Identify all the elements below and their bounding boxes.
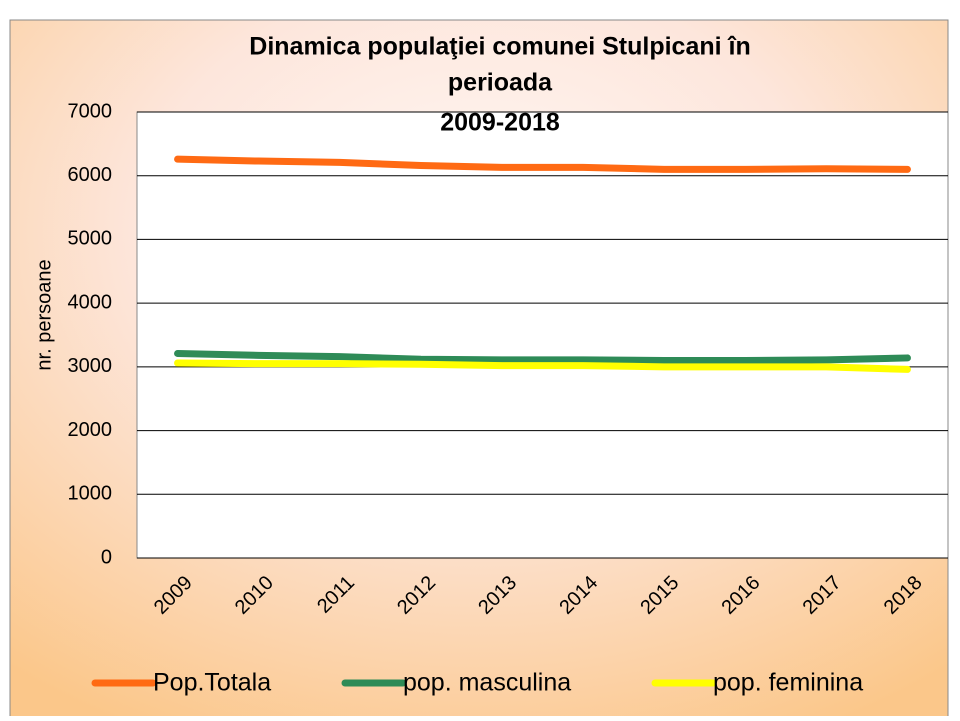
- y-tick-label: 0: [101, 546, 112, 568]
- legend-label: Pop.Totala: [153, 669, 271, 697]
- title-line: Dinamica populaţiei comunei Stulpicani î…: [249, 33, 750, 61]
- y-axis-label: nr. persoane: [33, 259, 55, 370]
- chart-title: Dinamica populaţiei comunei Stulpicani î…: [249, 33, 750, 137]
- title-line: perioada: [448, 69, 553, 97]
- legend-label: pop. masculina: [403, 669, 571, 697]
- y-tick-label: 2000: [68, 419, 113, 441]
- y-tick-label: 5000: [68, 228, 113, 250]
- data-line: [174, 349, 911, 364]
- y-tick-label: 7000: [68, 100, 113, 122]
- data-line: [174, 155, 911, 173]
- data-line: [174, 359, 911, 373]
- y-tick-label: 3000: [68, 355, 113, 377]
- legend-label: pop. feminina: [713, 669, 863, 697]
- y-tick-label: 4000: [68, 291, 113, 313]
- y-tick-label: 6000: [68, 164, 113, 186]
- plot-area: [136, 111, 949, 559]
- title-line: 2009-2018: [440, 109, 560, 137]
- y-tick-label: 1000: [68, 483, 113, 505]
